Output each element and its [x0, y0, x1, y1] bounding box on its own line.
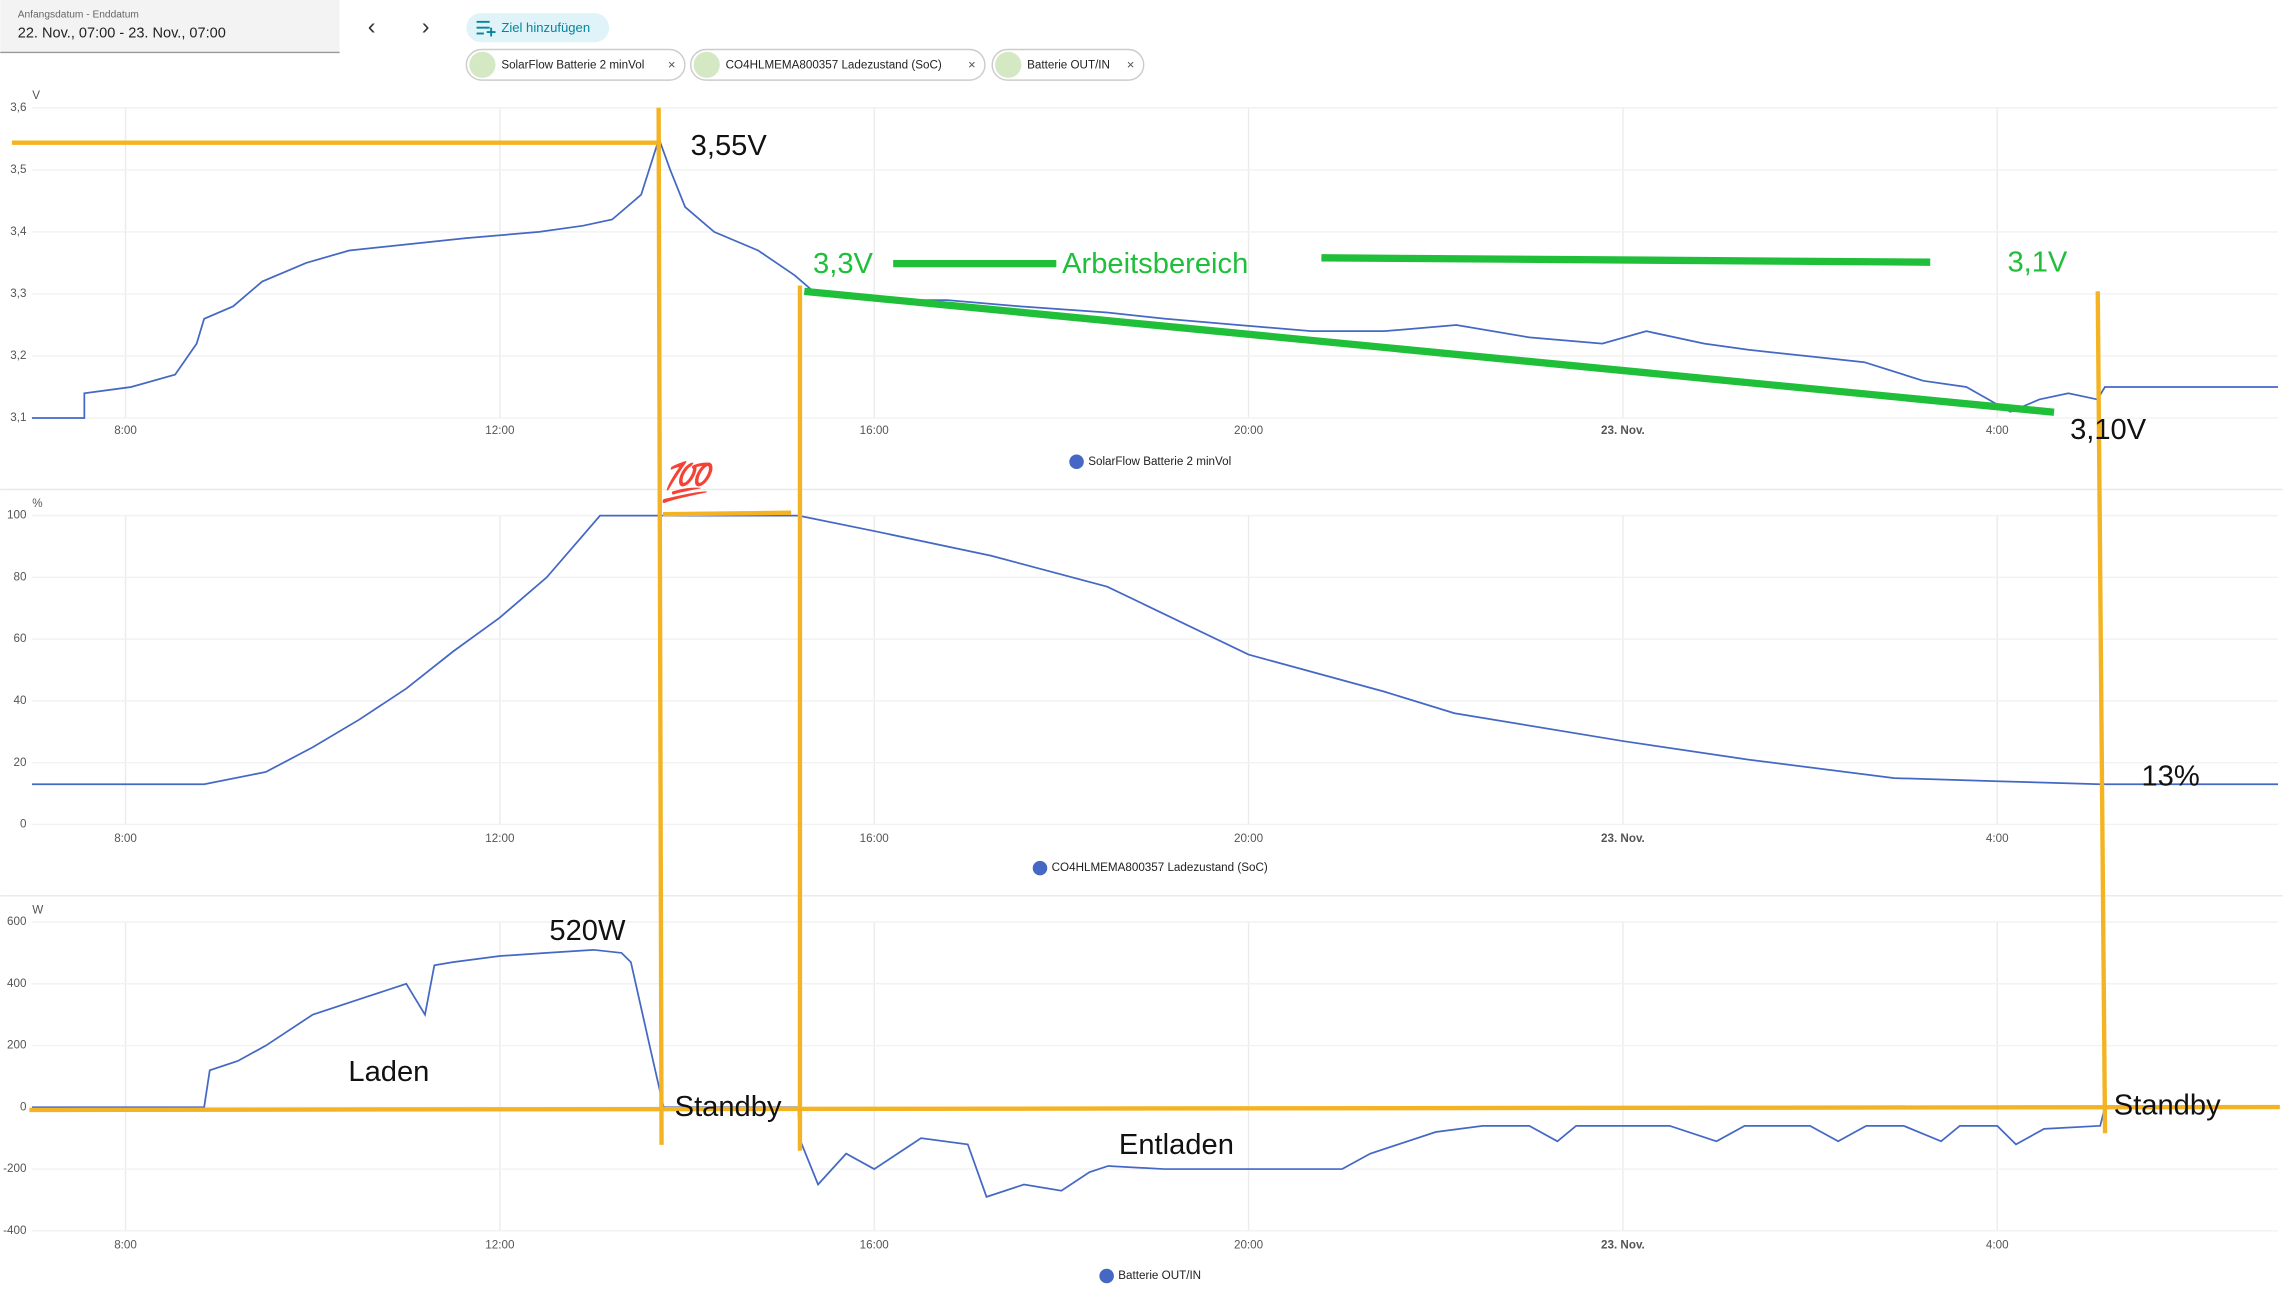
plots: 8:00 12:00 16:00 20:00 23. Nov. 4:00 3,1 3,2 3,3… [3, 89, 2279, 1284]
x-tick-label: 20:00 [1234, 1238, 1264, 1251]
y-tick-label: 3,4 [10, 225, 27, 238]
add-target-button[interactable] [466, 13, 610, 43]
date-label: Anfangsdatum - Enddatum [18, 9, 139, 20]
legend-label: SolarFlow Batterie 2 minVol [1088, 455, 1231, 468]
annotation: 3,55V [691, 130, 768, 162]
green-markers [803, 254, 2055, 416]
x-tick-label: 16:00 [860, 424, 890, 437]
chip[interactable] [689, 48, 986, 81]
series-line [31, 948, 2279, 1198]
y-tick-label: 3,3 [10, 287, 26, 300]
annotation: 💯 [662, 460, 717, 504]
date-range: 22. Nov., 07:00 - 23. Nov., 07:00 [18, 25, 226, 41]
y-unit: W [32, 903, 43, 916]
annotation: 3,1V [2007, 246, 2067, 278]
y-tick-label: 400 [7, 977, 27, 990]
y-tick-label: 0 [20, 818, 27, 831]
x-tick-label: 4:00 [1986, 832, 2009, 845]
separators [0, 488, 2283, 897]
x-tick-label: 23. Nov. [1601, 424, 1645, 437]
date-field[interactable] [0, 0, 340, 53]
legend-label: CO4HLMEMA800357 Ladezustand (SoC) [1052, 861, 1268, 874]
y-tick-label: 80 [14, 570, 27, 583]
x-tick-label: 8:00 [114, 1238, 137, 1251]
y-tick-label: 3,2 [10, 349, 26, 362]
y-tick-label: 600 [7, 915, 27, 928]
legend-swatch [1069, 454, 1084, 470]
legend-swatch [1099, 1268, 1114, 1284]
annotation: Standby [675, 1091, 782, 1123]
prev-button[interactable]: ‹ [368, 13, 376, 39]
chip-close[interactable]: × [1127, 57, 1135, 72]
chip-label[interactable]: SolarFlow Batterie 2 minVol [501, 59, 644, 72]
annotation: 3,3V [813, 248, 873, 280]
chip-close[interactable]: × [968, 57, 976, 72]
chip-label[interactable]: CO4HLMEMA800357 Ladezustand (SoC) [726, 59, 942, 72]
x-tick-label: 8:00 [114, 832, 137, 845]
y-tick-label: 3,5 [10, 163, 26, 176]
y-tick-label: 3,6 [10, 101, 26, 114]
x-tick-label: 23. Nov. [1601, 832, 1645, 845]
chips: SolarFlow Batterie 2 minVol × CO4HLMEMA800… [465, 48, 1145, 81]
y-tick-label: 3,1 [10, 411, 26, 424]
annotation: Standby [2114, 1090, 2221, 1122]
annotation: 520W [549, 915, 626, 947]
add-icon [476, 20, 496, 37]
y-unit: % [32, 497, 42, 510]
x-tick-label: 12:00 [485, 424, 515, 437]
y-tick-label: -200 [3, 1162, 27, 1175]
chip-icon [469, 51, 496, 78]
chip[interactable] [465, 48, 686, 81]
x-tick-label: 20:00 [1234, 832, 1264, 845]
next-button[interactable]: › [422, 13, 430, 39]
x-tick-label: 4:00 [1986, 1238, 2009, 1251]
y-tick-label: -400 [3, 1224, 27, 1237]
y-unit: V [32, 89, 40, 102]
chip-icon [693, 51, 720, 78]
y-tick-label: 20 [14, 756, 27, 769]
annotation: Laden [348, 1056, 429, 1088]
annotation: Arbeitsbereich [1062, 248, 1248, 280]
y-tick-label: 100 [7, 509, 27, 522]
x-tick-label: 12:00 [485, 1238, 515, 1251]
x-tick-label: 12:00 [485, 832, 515, 845]
annotations: 3,55V 3,3V Arbeitsbereich 3,1V 3,10V 💯 13% 520W… [348, 130, 2221, 1161]
legend-swatch [1032, 860, 1048, 876]
series-line [31, 514, 2279, 786]
chip[interactable] [991, 48, 1145, 81]
legend-label: Batterie OUT/IN [1118, 1269, 1201, 1282]
x-tick-label: 8:00 [114, 424, 137, 437]
chip-label[interactable]: Batterie OUT/IN [1027, 59, 1110, 72]
x-tick-label: 16:00 [860, 832, 890, 845]
annotation: 13% [2141, 761, 2199, 793]
orange-markers [11, 107, 2280, 1151]
x-tick-label: 4:00 [1986, 424, 2009, 437]
x-tick-label: 16:00 [860, 1238, 890, 1251]
annotation: 3,10V [2070, 414, 2147, 446]
y-tick-label: 40 [14, 694, 27, 707]
add-target-text[interactable]: Ziel hinzufügen [501, 20, 590, 35]
y-tick-label: 60 [14, 632, 27, 645]
x-tick-label: 20:00 [1234, 424, 1264, 437]
y-tick-label: 200 [7, 1039, 27, 1052]
chip-close[interactable]: × [668, 57, 676, 72]
y-tick-label: 0 [20, 1100, 27, 1113]
x-tick-label: 23. Nov. [1601, 1238, 1645, 1251]
chip-icon [995, 51, 1022, 78]
annotation: Entladen [1119, 1129, 1234, 1161]
